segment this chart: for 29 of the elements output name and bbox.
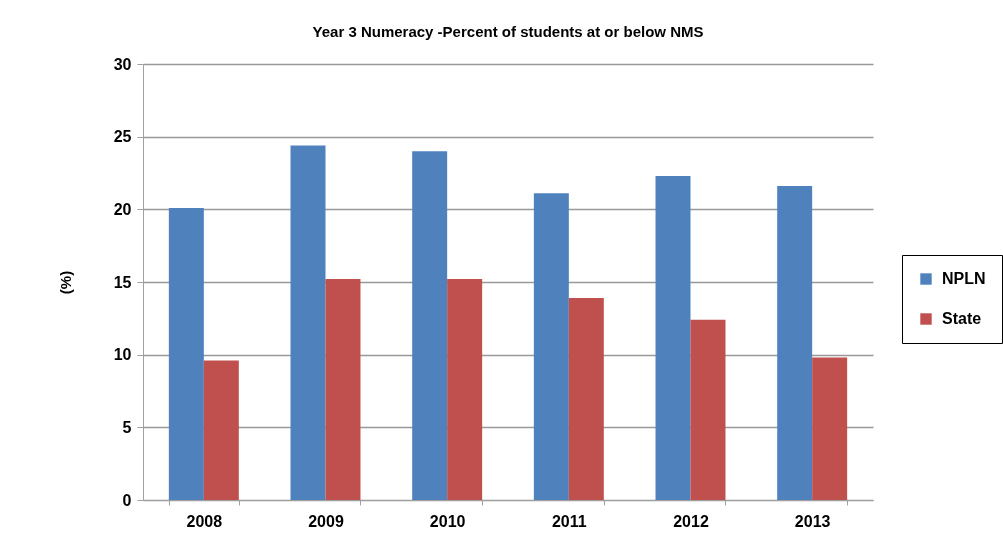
bar [412, 151, 448, 500]
chart-title: Year 3 Numeracy -Percent of students at or below NMS [312, 23, 704, 40]
bar [447, 279, 483, 500]
y-tick-label: 25 [113, 128, 132, 146]
bar [690, 319, 726, 500]
x-tick-label: 2011 [551, 512, 587, 530]
legend-label: NPLN [942, 270, 986, 287]
bar [568, 297, 604, 500]
bar [812, 357, 848, 500]
bar [325, 279, 361, 500]
bar [777, 186, 813, 500]
x-tick-label: 2010 [429, 512, 466, 530]
bar [533, 193, 569, 500]
x-tick-label: 2009 [308, 512, 344, 530]
bar [203, 360, 239, 500]
x-tick-label: 2013 [794, 512, 831, 530]
y-tick-label: 20 [113, 200, 132, 218]
y-tick-label: 5 [122, 418, 132, 436]
bar [655, 175, 691, 500]
bar [168, 207, 204, 500]
y-tick-label: 0 [122, 491, 132, 509]
y-tick-label: 15 [113, 273, 132, 291]
x-tick-label: 2008 [186, 512, 223, 530]
y-tick-label: 30 [113, 55, 132, 73]
x-tick-label: 2012 [673, 512, 709, 530]
y-tick-label: 10 [113, 346, 132, 364]
legend-label: State [942, 310, 982, 327]
bar [290, 145, 326, 500]
y-axis-title: (%) [56, 270, 74, 295]
